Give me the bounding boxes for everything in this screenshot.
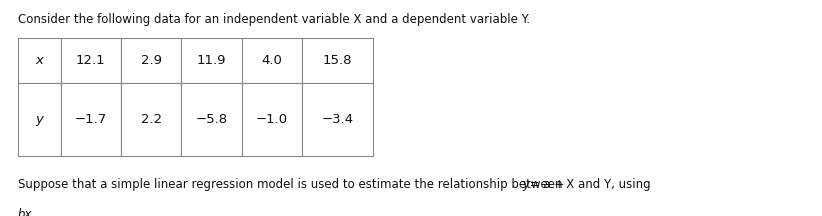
Text: 15.8: 15.8 (323, 54, 353, 67)
Bar (121, 83, 182, 156)
Text: 2.9: 2.9 (141, 54, 162, 67)
Text: 12.1: 12.1 (76, 54, 105, 67)
Text: 11.9: 11.9 (196, 54, 226, 67)
Text: Suppose that a simple linear regression model is used to estimate the relationsh: Suppose that a simple linear regression … (18, 178, 654, 191)
Text: Consider the following data for an independent variable X and a dependent variab: Consider the following data for an indep… (18, 13, 530, 26)
Bar (302, 38, 373, 83)
Bar (61, 83, 121, 156)
Text: x: x (35, 54, 44, 67)
Text: y: y (35, 113, 44, 126)
Text: bx.: bx. (18, 208, 36, 216)
Bar (121, 38, 182, 83)
Bar (242, 38, 302, 83)
Text: −1.7: −1.7 (75, 113, 107, 126)
Text: y: y (523, 178, 529, 191)
Bar (302, 83, 373, 156)
Bar (182, 38, 242, 83)
Text: −1.0: −1.0 (256, 113, 288, 126)
Text: 2.2: 2.2 (141, 113, 162, 126)
Bar (18, 38, 61, 83)
Bar (242, 83, 302, 156)
Text: −5.8: −5.8 (196, 113, 228, 126)
Text: 4.0: 4.0 (261, 54, 282, 67)
Text: = a +: = a + (526, 178, 564, 191)
Bar (182, 83, 242, 156)
Bar (18, 83, 61, 156)
Text: −3.4: −3.4 (321, 113, 353, 126)
Bar (61, 38, 121, 83)
